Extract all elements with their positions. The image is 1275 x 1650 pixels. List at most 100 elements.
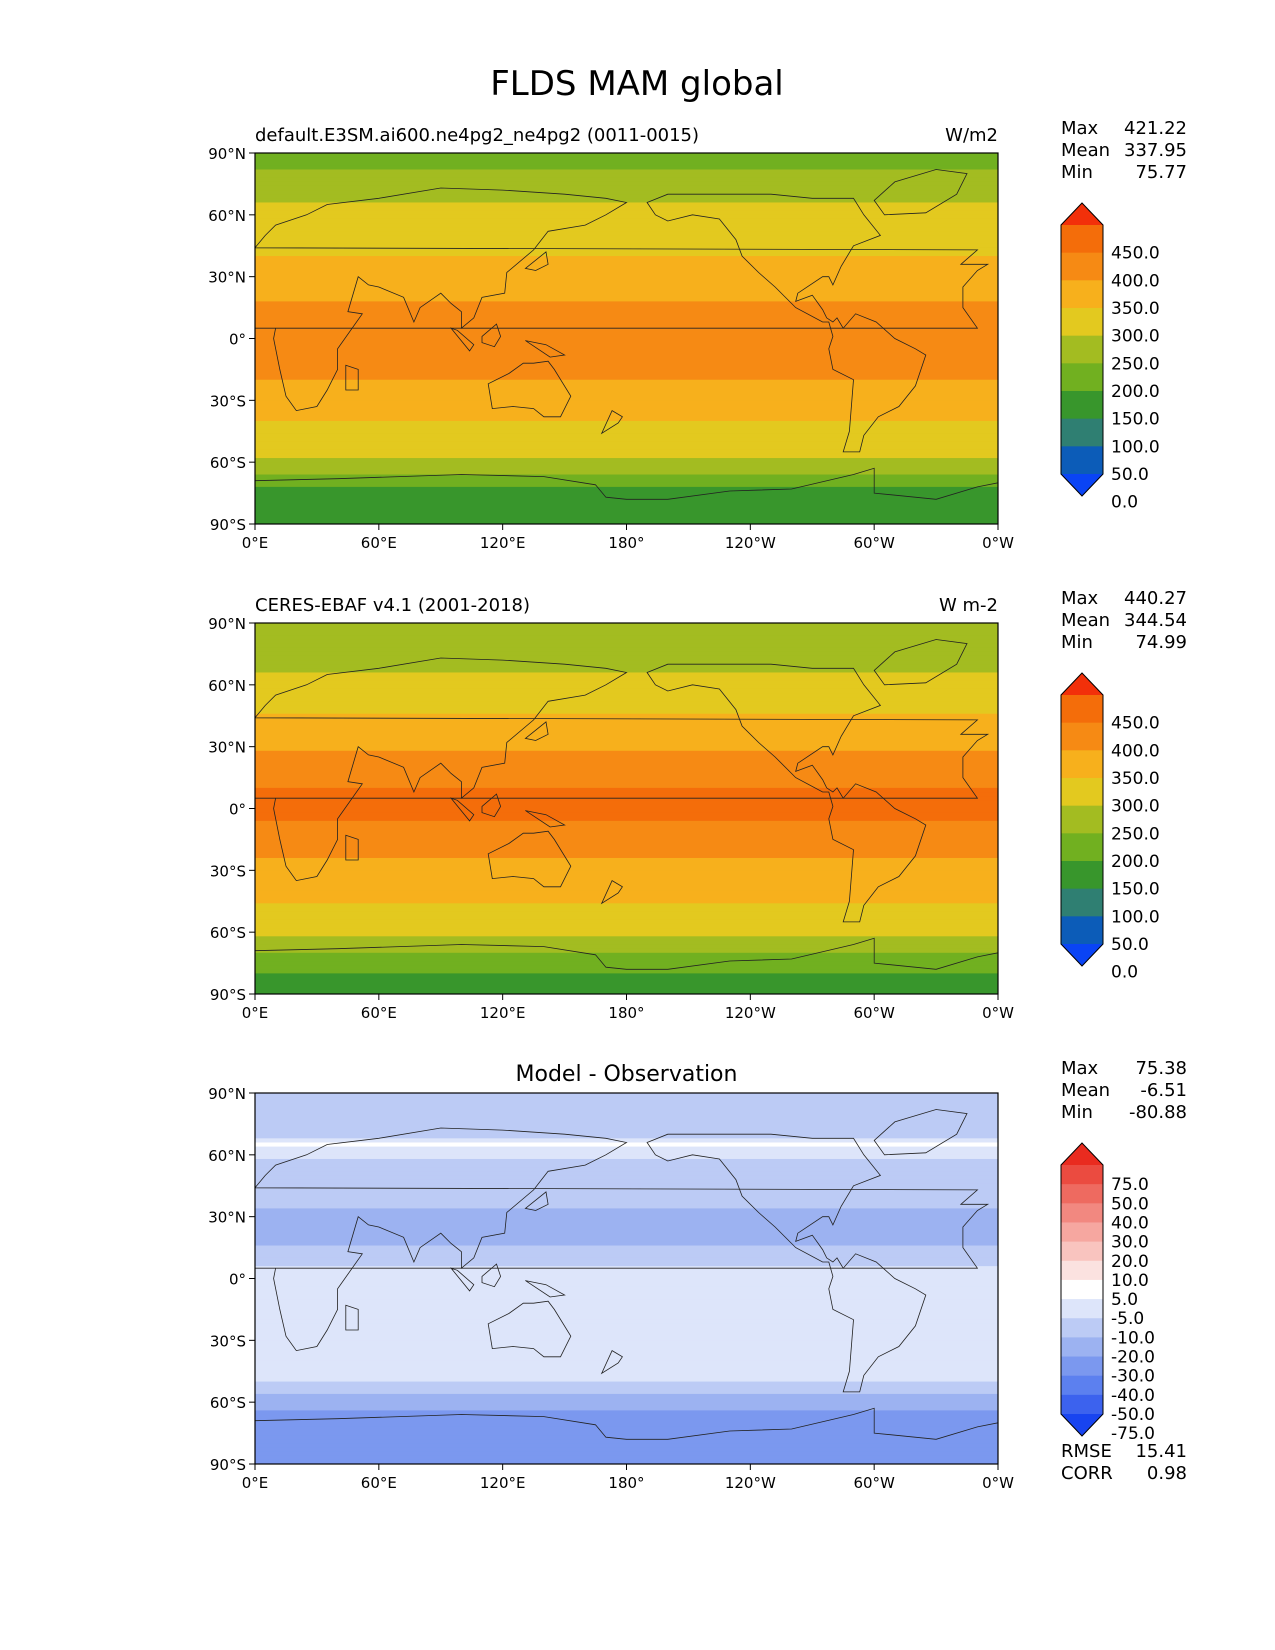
colorbar-tick-label: -10.0: [1111, 1328, 1155, 1348]
ytick-label: 90°N: [208, 1085, 246, 1103]
field-band: [255, 1402, 998, 1407]
coastline: [255, 187, 990, 412]
field-band: [255, 383, 998, 389]
colorbar-tick-label: 250.0: [1111, 824, 1160, 844]
field-band: [255, 1208, 998, 1214]
field-band: [255, 342, 998, 348]
colorbar-tick-label: 10.0: [1111, 1271, 1149, 1291]
field-band: [255, 721, 998, 727]
stat-value: 421.22: [1124, 118, 1187, 139]
field-band: [255, 400, 998, 406]
colorbar-cell: [1061, 363, 1103, 392]
field-band: [255, 486, 998, 492]
field-band: [255, 911, 998, 917]
colorbar-cell: [1061, 888, 1103, 917]
field-band: [255, 223, 998, 228]
field-band: [255, 717, 998, 723]
field-band: [255, 697, 998, 702]
field-band: [255, 379, 998, 385]
field-band: [255, 948, 998, 954]
field-band: [255, 387, 998, 393]
colorbar-cell: [1061, 446, 1103, 475]
coastline: [487, 360, 572, 418]
field-band: [255, 1385, 998, 1391]
field-band: [255, 165, 998, 171]
coastline: [600, 1350, 623, 1375]
colorbar-cell: [1061, 722, 1103, 751]
xtick-label: 0°E: [242, 1004, 269, 1022]
field-band: [255, 466, 998, 472]
coastline: [600, 410, 623, 435]
field-band: [255, 449, 998, 455]
colorbar-cell: [1061, 1375, 1103, 1396]
panels: default.E3SM.ai600.ne4pg2_ne4pg2 (0011-0…: [208, 118, 1187, 1492]
ytick-label: 30°N: [208, 269, 246, 287]
field-band: [255, 932, 998, 937]
field-band: [255, 317, 998, 323]
colorbar-cell: [1061, 805, 1103, 834]
field-band: [255, 330, 998, 335]
xtick-label: 0°W: [982, 1004, 1014, 1022]
field-band: [255, 647, 998, 653]
field-band: [255, 1138, 998, 1144]
field-band: [255, 425, 998, 430]
field-band: [255, 1262, 998, 1267]
coastline: [873, 169, 968, 216]
colorbar-tick-label: -5.0: [1111, 1309, 1144, 1329]
panel-title: default.E3SM.ai600.ne4pg2_ne4pg2 (0011-0…: [255, 125, 699, 146]
colorbar-tick-label: 50.0: [1111, 1194, 1149, 1214]
field-band: [255, 462, 998, 467]
field-band: [255, 1294, 998, 1300]
field-band: [255, 1125, 998, 1131]
field-band: [255, 738, 998, 744]
field-band: [255, 416, 998, 422]
field-band: [255, 243, 998, 249]
field-band: [255, 713, 998, 719]
field-band: [255, 1356, 998, 1362]
field-band: [255, 833, 998, 838]
coastline: [487, 830, 572, 888]
field-band: [255, 870, 998, 876]
field-band: [255, 293, 998, 298]
field-band: [255, 247, 998, 253]
field-band: [255, 1245, 998, 1251]
field-band: [255, 1233, 998, 1238]
field-band: [255, 672, 998, 678]
field-band: [255, 730, 998, 735]
field-band: [255, 1282, 998, 1288]
xtick-label: 120°W: [725, 534, 776, 552]
field-band: [255, 812, 998, 818]
stat-value: 337.95: [1124, 140, 1187, 161]
colorbar-cell: [1061, 1241, 1103, 1262]
field-band: [255, 1373, 998, 1379]
colorbar-tick-label: 5.0: [1111, 1290, 1138, 1310]
field-band: [255, 973, 998, 979]
field-band: [255, 808, 998, 814]
xtick-label: 180°: [608, 534, 644, 552]
field-band: [255, 1270, 998, 1275]
field-band: [255, 643, 998, 649]
field-band: [255, 1158, 998, 1164]
coastline: [449, 797, 475, 822]
colorbar-cell: [1061, 1356, 1103, 1377]
coastline: [255, 937, 998, 994]
field-band: [255, 515, 998, 521]
field-band: [255, 1196, 998, 1201]
colorbar-tick-label: 0.0: [1111, 963, 1138, 983]
field-band: [255, 334, 998, 340]
coastline: [449, 1267, 475, 1292]
field-band: [255, 1167, 998, 1172]
colorbar-tick-label: 100.0: [1111, 437, 1160, 457]
field-band: [255, 268, 998, 274]
field-band: [255, 185, 998, 191]
field-band: [255, 305, 998, 311]
field-band: [255, 322, 998, 327]
colorbar-tick-label: 450.0: [1111, 714, 1160, 734]
field-band: [255, 915, 998, 921]
field-band: [255, 272, 998, 278]
colorbar-outline: [1060, 202, 1104, 497]
coastline: [345, 834, 359, 861]
xtick-label: 120°W: [725, 1004, 776, 1022]
field-band: [255, 1459, 998, 1464]
field-band: [255, 181, 998, 187]
